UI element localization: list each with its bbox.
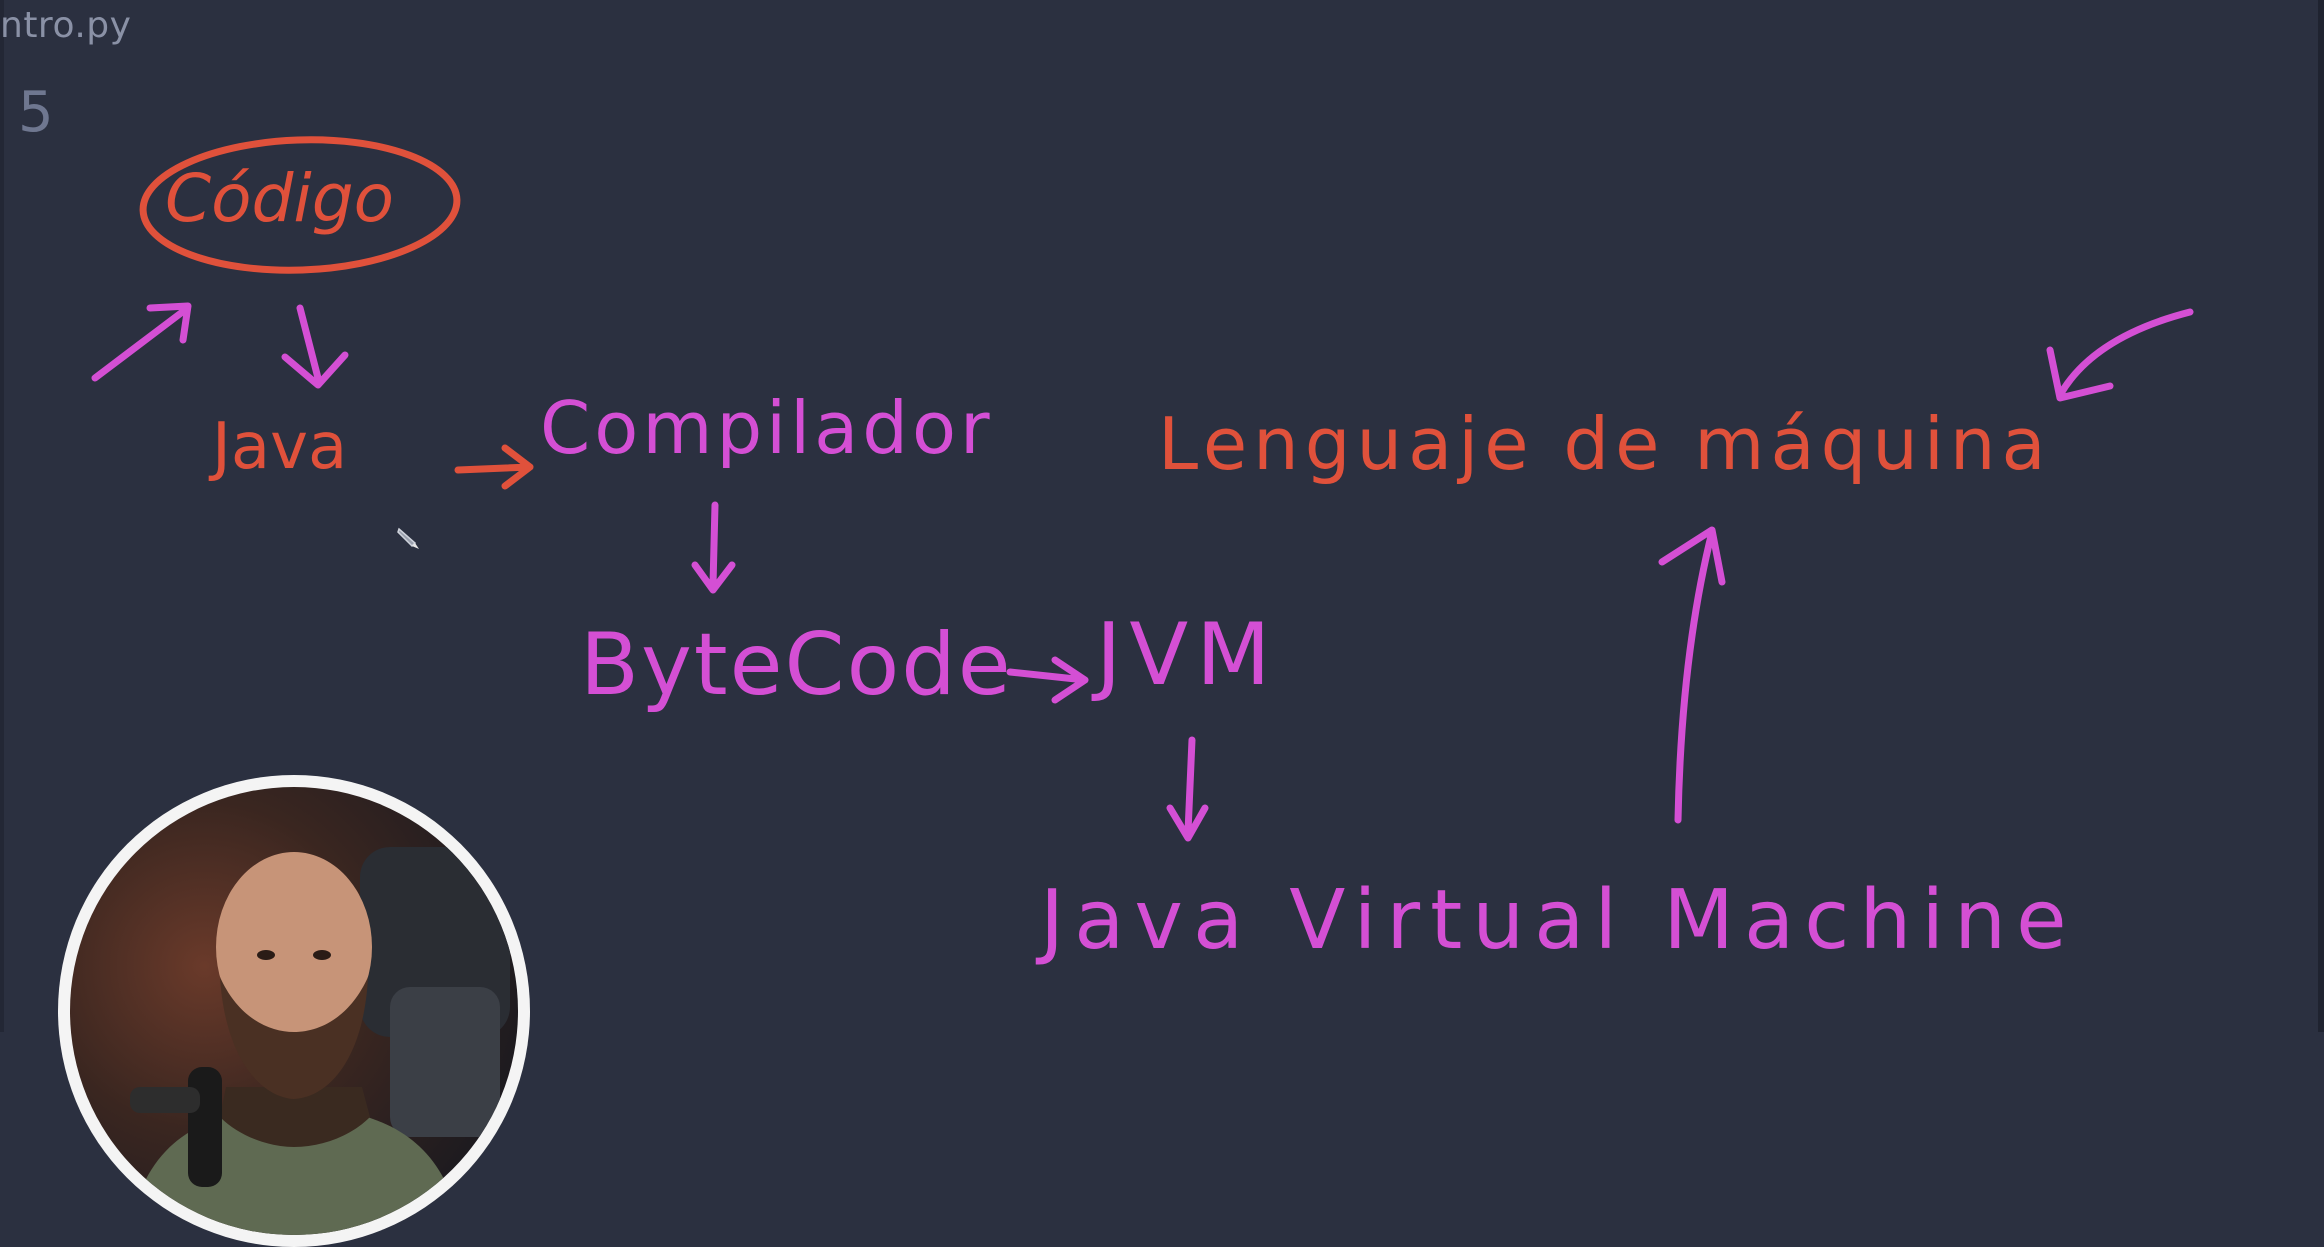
arrow-jvm-to-full-name [1166,736,1209,842]
window-left-edge [0,0,4,1032]
java-virtual-machine-label: Java Virtual Machine [1040,873,2077,968]
java-label: Java [212,410,348,484]
bytecode-label: ByteCode [580,615,1013,715]
presenter-silhouette-icon [130,847,510,1235]
line-number: 5 [18,80,54,145]
editor-tab-title[interactable]: ntro.py [0,5,132,46]
window-right-edge [2318,0,2324,1032]
arrow-up-to-lenguaje [1658,526,1726,824]
arrow-codigo-to-java [281,304,349,389]
arrow-compilador-to-bytecode [691,501,736,594]
webcam-video [70,787,518,1235]
arrow-java-to-compilador [454,444,534,490]
webcam-overlay [58,775,530,1247]
compilador-label: Compilador [540,386,994,470]
arrow-bytecode-to-jvm [1006,656,1089,704]
arrow-into-lenguaje [2046,308,2194,402]
pencil-cursor-icon [397,527,419,549]
lenguaje-maquina-label: Lenguaje de máquina [1158,402,2052,486]
arrow-into-codigo [91,302,192,382]
jvm-label: JVM [1096,605,1279,705]
codigo-label: Código [165,160,394,237]
